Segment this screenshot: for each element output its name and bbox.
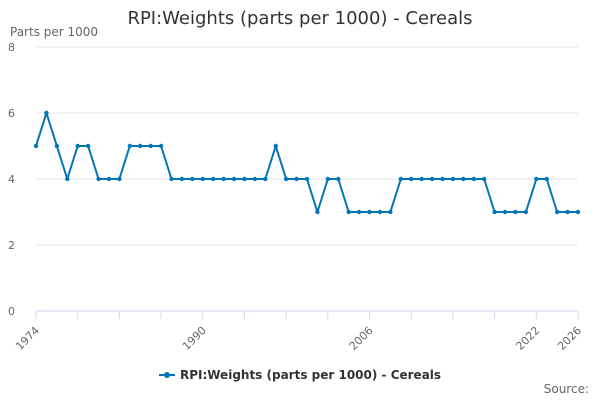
data-point bbox=[65, 176, 70, 182]
y-tick-label: 6 bbox=[8, 107, 15, 120]
data-point bbox=[388, 209, 393, 215]
data-point bbox=[148, 143, 153, 149]
y-axis-ticks: 0 2 4 6 8 bbox=[8, 41, 15, 318]
legend[interactable]: RPI:Weights (parts per 1000) - Cereals bbox=[0, 365, 600, 382]
data-point bbox=[502, 209, 508, 215]
data-point bbox=[304, 176, 310, 182]
data-point bbox=[544, 176, 549, 182]
data-point bbox=[221, 176, 226, 182]
legend-line-marker-icon bbox=[158, 372, 175, 378]
data-point bbox=[554, 209, 560, 215]
data-point bbox=[200, 176, 205, 182]
data-point bbox=[96, 176, 101, 182]
data-point bbox=[450, 176, 456, 182]
data-point bbox=[179, 176, 185, 182]
data-point bbox=[210, 176, 216, 182]
data-point bbox=[377, 209, 383, 215]
data-point bbox=[481, 176, 487, 182]
data-point bbox=[283, 176, 289, 182]
data-point bbox=[315, 209, 320, 215]
x-tick-label: 2006 bbox=[347, 324, 376, 353]
data-point bbox=[513, 209, 518, 215]
data-point bbox=[44, 110, 49, 116]
data-point bbox=[138, 143, 143, 149]
data-point bbox=[440, 176, 445, 182]
data-point bbox=[33, 143, 39, 149]
data-point bbox=[367, 209, 372, 215]
data-point bbox=[127, 143, 133, 149]
y-tick-label: 4 bbox=[8, 173, 15, 186]
data-point bbox=[169, 176, 174, 182]
data-point bbox=[336, 176, 341, 182]
data-point bbox=[294, 176, 299, 182]
x-tick-label: 2026 bbox=[555, 324, 584, 353]
data-point bbox=[409, 176, 414, 182]
data-point bbox=[534, 176, 539, 182]
legend-item[interactable]: RPI:Weights (parts per 1000) - Cereals bbox=[158, 368, 442, 382]
y-axis-label: Parts per 1000 bbox=[10, 25, 99, 39]
data-point bbox=[263, 176, 268, 182]
data-point bbox=[85, 143, 91, 149]
data-point bbox=[356, 209, 362, 215]
data-point bbox=[471, 176, 476, 182]
x-axis: 1974 1990 2006 2022 2026 bbox=[13, 310, 584, 353]
data-point bbox=[190, 176, 195, 182]
legend-label: RPI:Weights (parts per 1000) - Cereals bbox=[179, 368, 442, 382]
y-tick-label: 2 bbox=[8, 239, 15, 252]
x-tick-label: 1974 bbox=[13, 324, 42, 353]
x-tick-label: 1990 bbox=[180, 324, 209, 353]
data-point bbox=[461, 176, 466, 182]
data-point bbox=[106, 176, 112, 182]
data-point bbox=[75, 143, 80, 149]
data-point bbox=[429, 176, 435, 182]
data-point bbox=[398, 176, 404, 182]
series-group bbox=[33, 110, 581, 215]
data-point bbox=[54, 143, 60, 149]
grid-lines bbox=[36, 46, 578, 246]
x-tick-label: 2022 bbox=[513, 324, 542, 353]
data-point bbox=[346, 209, 351, 215]
data-point bbox=[419, 176, 424, 182]
data-point bbox=[325, 176, 331, 182]
series-line bbox=[35, 112, 578, 213]
data-point bbox=[273, 143, 278, 149]
data-point bbox=[523, 209, 529, 215]
data-point bbox=[231, 176, 237, 182]
y-tick-label: 8 bbox=[8, 41, 15, 54]
data-point bbox=[117, 176, 122, 182]
data-point bbox=[242, 176, 247, 182]
data-point bbox=[575, 209, 581, 215]
data-point bbox=[565, 209, 570, 215]
data-point bbox=[158, 143, 164, 149]
chart-title: RPI:Weights (parts per 1000) - Cereals bbox=[127, 8, 473, 29]
data-point bbox=[492, 209, 497, 215]
y-tick-label: 0 bbox=[8, 305, 15, 318]
data-point bbox=[252, 176, 258, 182]
source-label: Source: bbox=[543, 382, 589, 396]
